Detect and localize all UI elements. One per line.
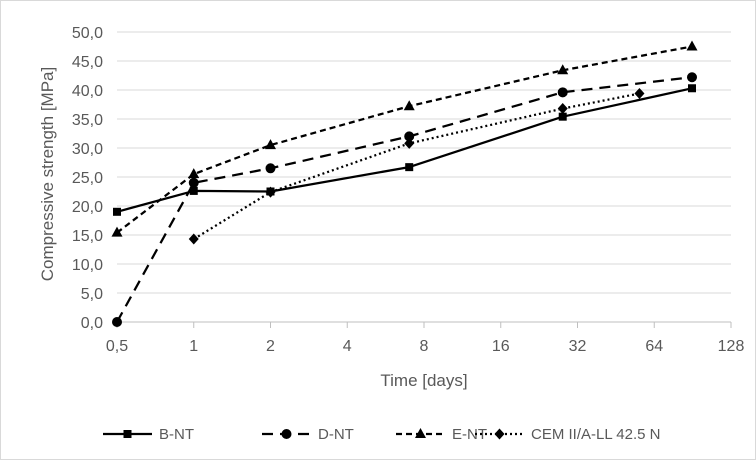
data-point-3 bbox=[188, 233, 199, 245]
legend-marker bbox=[494, 428, 505, 440]
data-point-2 bbox=[403, 100, 415, 111]
legend-label: B-NT bbox=[159, 426, 194, 443]
x-axis-label: Time [days] bbox=[380, 371, 467, 390]
data-point-0 bbox=[189, 186, 198, 195]
grid-lines bbox=[117, 31, 731, 294]
x-tick-label: 0,5 bbox=[106, 338, 128, 355]
x-tick-label: 16 bbox=[492, 338, 510, 355]
y-tick-label: 15,0 bbox=[72, 228, 103, 245]
y-tick-label: 45,0 bbox=[72, 54, 103, 71]
series-markers bbox=[111, 40, 698, 327]
data-point-3 bbox=[265, 186, 276, 198]
series-line-2 bbox=[116, 45, 693, 234]
tick-labels: 0,0 5,0 10,0 15,0 20,0 25,0 30,0 35,0 40,0 45,0 50… bbox=[72, 25, 745, 355]
legend-label: CEM II/A-LL 42.5 N bbox=[531, 426, 661, 443]
data-point-0 bbox=[558, 112, 567, 121]
y-tick-label: 10,0 bbox=[72, 257, 103, 274]
data-point-2 bbox=[111, 226, 123, 237]
series-line-0 bbox=[116, 87, 693, 213]
legend-item-2: E-NT bbox=[396, 426, 487, 443]
y-tick-label: 5,0 bbox=[81, 286, 103, 303]
x-tick-label: 4 bbox=[343, 338, 352, 355]
data-point-0 bbox=[687, 84, 696, 93]
data-point-2 bbox=[265, 139, 276, 150]
series-line-1 bbox=[116, 76, 693, 323]
data-point-0 bbox=[113, 207, 121, 216]
y-tick-label: 30,0 bbox=[72, 141, 103, 158]
y-tick-label: 20,0 bbox=[72, 199, 103, 216]
data-point-0 bbox=[405, 163, 414, 172]
data-point-1 bbox=[188, 177, 199, 188]
legend-item-3: CEM II/A-LL 42.5 N bbox=[475, 426, 661, 443]
x-tick-label: 8 bbox=[420, 338, 429, 355]
x-tick-label: 32 bbox=[569, 338, 587, 355]
data-point-2 bbox=[686, 40, 698, 51]
data-point-2 bbox=[188, 168, 200, 179]
y-tick-label: 0,0 bbox=[81, 315, 103, 332]
y-tick-label: 40,0 bbox=[72, 83, 103, 100]
y-axis-label: Compressive strength [MPa] bbox=[38, 67, 57, 281]
legend-marker bbox=[281, 429, 292, 439]
data-point-1 bbox=[557, 87, 568, 98]
y-tick-label: 50,0 bbox=[72, 25, 103, 42]
data-point-3 bbox=[404, 137, 415, 149]
data-point-1 bbox=[686, 72, 697, 83]
data-point-1 bbox=[112, 317, 122, 327]
legend-label: D-NT bbox=[318, 426, 354, 443]
legend: B-NT D-NT E-NT CEM II/A-LL 42.5 N bbox=[103, 426, 661, 443]
legend-marker bbox=[415, 428, 426, 438]
data-point-1 bbox=[265, 163, 276, 174]
legend-item-0: B-NT bbox=[103, 426, 194, 443]
x-tick-label: 2 bbox=[266, 338, 275, 355]
legend-label: E-NT bbox=[452, 426, 487, 443]
x-tick-label: 64 bbox=[645, 338, 663, 355]
x-tick-label: 128 bbox=[718, 338, 745, 355]
legend-marker bbox=[123, 430, 132, 438]
data-point-3 bbox=[634, 87, 645, 99]
y-tick-label: 25,0 bbox=[72, 170, 103, 187]
data-point-1 bbox=[404, 131, 415, 142]
legend-item-1: D-NT bbox=[262, 426, 354, 443]
data-point-3 bbox=[557, 103, 568, 115]
y-tick-label: 35,0 bbox=[72, 112, 103, 129]
x-tick-label: 1 bbox=[189, 338, 198, 355]
data-point-2 bbox=[557, 64, 569, 75]
